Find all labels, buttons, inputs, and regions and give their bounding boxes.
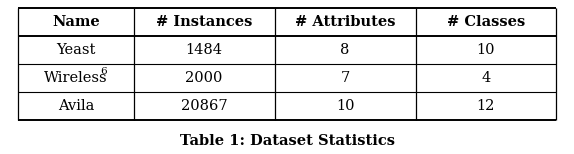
Text: 20867: 20867 [181,99,227,113]
Text: # Attributes: # Attributes [295,15,395,29]
Text: # Instances: # Instances [156,15,253,29]
Text: 10: 10 [336,99,354,113]
Text: Name: Name [52,15,100,29]
Text: 8: 8 [340,43,350,57]
Text: 7: 7 [340,71,350,85]
Text: Yeast: Yeast [56,43,95,57]
Text: 6: 6 [100,67,106,75]
Text: 12: 12 [476,99,495,113]
Text: Wireless: Wireless [44,71,108,85]
Text: 4: 4 [481,71,490,85]
Text: 10: 10 [476,43,495,57]
Text: # Classes: # Classes [447,15,525,29]
Text: Table 1: Dataset Statistics: Table 1: Dataset Statistics [180,134,394,148]
Text: Avila: Avila [57,99,94,113]
Text: 1484: 1484 [185,43,223,57]
Text: 2000: 2000 [185,71,223,85]
